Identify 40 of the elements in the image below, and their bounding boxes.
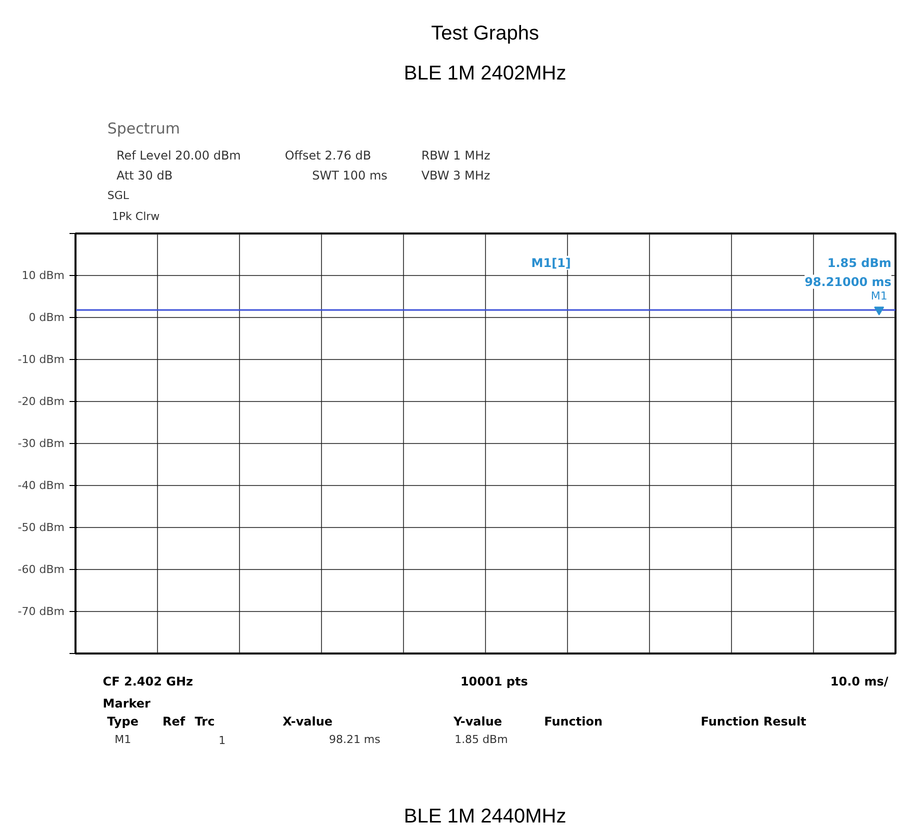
text: Test Graphs [431, 22, 539, 44]
text: 1 [218, 734, 226, 747]
text: Offset 2.76 dB [284, 148, 372, 162]
text: VBW 3 MHz [421, 168, 490, 182]
text: CF 2.402 GHz [102, 674, 194, 688]
text: RBW 1 MHz [421, 148, 490, 162]
text: Trc [194, 714, 215, 728]
annotation: 98.21000 ms [804, 274, 892, 289]
y-tick-label: -20 dBm [18, 395, 65, 408]
text: Function Result [700, 714, 807, 728]
y-tick-label: 10 dBm [22, 269, 65, 282]
y-tick-label: -30 dBm [18, 437, 65, 450]
y-tick-label: -40 dBm [18, 479, 65, 492]
text: 98.21 ms [328, 733, 381, 746]
y-tick-label: -10 dBm [18, 353, 65, 366]
y-tick-label: -70 dBm [18, 605, 65, 618]
text: M1 [114, 733, 132, 746]
text: Spectrum [107, 120, 180, 138]
text: BLE 1M 2440MHz [404, 806, 566, 828]
text: Y-value [452, 714, 502, 728]
text: SWT 100 ms [312, 168, 388, 182]
y-tick-label: 0 dBm [28, 311, 65, 324]
annotation: 1.85 dBm [827, 256, 892, 270]
text: Att 30 dB [116, 168, 173, 182]
text: BLE 1M 2402MHz [404, 62, 566, 84]
y-tick-label: -50 dBm [18, 521, 65, 534]
text: 1Pk Clrw [112, 210, 160, 223]
text: 1.85 dBm [454, 733, 508, 746]
text: Type [107, 714, 138, 728]
text: 10001 pts [460, 674, 528, 688]
annotation: M1[1] [531, 256, 571, 270]
y-tick-label: -60 dBm [18, 563, 65, 576]
text: 10.0 ms/ [830, 674, 889, 688]
text: SGL [107, 189, 130, 202]
text: Function [544, 714, 603, 728]
text: Marker [102, 696, 151, 710]
annotation: M1 [870, 290, 888, 303]
text: X-value [282, 714, 333, 728]
text: Ref [162, 714, 186, 728]
text: Ref Level 20.00 dBm [116, 148, 241, 162]
